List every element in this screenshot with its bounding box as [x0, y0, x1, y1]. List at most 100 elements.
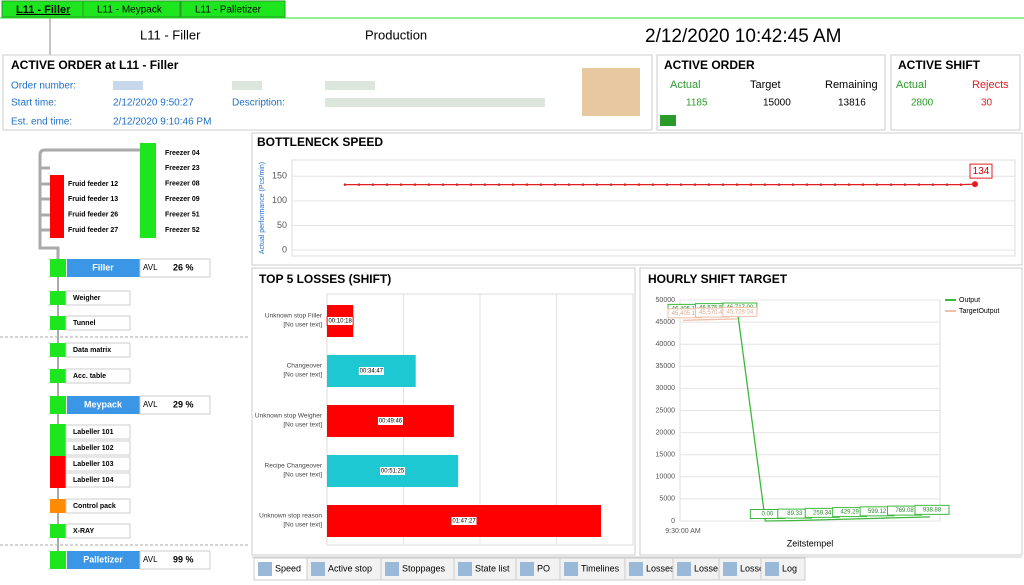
data-label: 45,405.16: [672, 311, 699, 317]
data-label: 938.88: [923, 507, 942, 513]
bottom-tab-label[interactable]: Speed: [275, 563, 301, 573]
unit-label: Data matrix: [73, 347, 111, 354]
unit-box: [67, 396, 140, 414]
bottom-tab-label[interactable]: Losses3: [740, 563, 774, 573]
y-tick-label: 5000: [659, 496, 675, 503]
unit-label: Palletizer: [83, 554, 123, 564]
bottom-tab-label[interactable]: Timelines: [581, 563, 620, 573]
point: [959, 183, 963, 186]
point: [525, 183, 529, 186]
unit-status: [50, 472, 66, 488]
tab-icon[interactable]: [385, 562, 399, 576]
point: [413, 183, 417, 186]
avl-box: [139, 258, 211, 278]
bottom-tab-label[interactable]: Losses: [646, 563, 675, 573]
value: 13816: [838, 98, 866, 109]
point: [763, 183, 767, 186]
freezer-label: Freezer 08: [165, 181, 200, 188]
point: [343, 183, 347, 186]
unit-label: Labeller 101: [73, 429, 114, 436]
active-order-panel: [656, 54, 886, 131]
bottom-tab-label[interactable]: Losses2: [694, 563, 728, 573]
order-panel: [2, 54, 653, 131]
data-label: 00:51:25: [381, 469, 405, 475]
y-tick-label: 40000: [656, 341, 676, 348]
chart-title: HOURLY SHIFT TARGET: [648, 272, 788, 286]
point: [595, 183, 599, 186]
freezer-label: Freezer 04: [165, 150, 200, 157]
unit-status: [50, 291, 66, 305]
bottom-tab-label[interactable]: State list: [475, 563, 510, 573]
value: 30: [981, 98, 993, 109]
feeder-label: Fruid feeder 12: [68, 181, 118, 188]
label: Description:: [232, 98, 285, 109]
label: Est. end time:: [11, 117, 72, 128]
category-label: Unknown stop Weigher: [255, 413, 323, 420]
bottom-tab-label[interactable]: PO: [537, 563, 550, 573]
header-mode: Production: [365, 27, 427, 42]
label: Actual: [670, 79, 701, 91]
tab-icon[interactable]: [458, 562, 472, 576]
tab-label[interactable]: L11 - Filler: [16, 4, 71, 16]
y-tick-label: 45000: [656, 319, 676, 326]
unit-label: Weigher: [73, 295, 101, 302]
data-label: 769.08: [895, 508, 914, 514]
bottom-tab-label[interactable]: Active stop: [328, 563, 372, 573]
point: [749, 183, 753, 186]
label-box: [969, 163, 993, 179]
bottom-tab-label[interactable]: Stoppages: [402, 563, 446, 573]
y-tick-label: 15000: [656, 452, 676, 459]
y-axis-label: Actual performance (Pcs/min): [259, 162, 266, 254]
point: [945, 183, 949, 186]
unit-status: [50, 440, 66, 456]
unit-box: [67, 259, 140, 277]
legend-label: TargetOutput: [959, 308, 1000, 315]
point: [441, 183, 445, 186]
category-note: [No user text]: [283, 522, 322, 529]
freezer-label: Freezer 09: [165, 196, 200, 203]
tab-icon[interactable]: [765, 562, 779, 576]
label-box: [376, 416, 404, 426]
point: [833, 183, 837, 186]
point: [609, 183, 613, 186]
bottom-tab-label[interactable]: Log: [782, 563, 797, 573]
value: 1185: [686, 98, 708, 109]
tab-icon[interactable]: [520, 562, 534, 576]
point: [972, 181, 978, 188]
unit-label: Control pack: [73, 503, 116, 510]
unit-status: [50, 316, 66, 330]
point: [777, 183, 781, 186]
category-note: [No user text]: [283, 372, 322, 379]
category-label: Unknown stop Filler: [265, 313, 323, 320]
tab-icon[interactable]: [723, 562, 737, 576]
point: [707, 183, 711, 186]
point: [931, 183, 935, 186]
tab-icon[interactable]: [677, 562, 691, 576]
tab-icon[interactable]: [564, 562, 578, 576]
unit-box: [65, 472, 131, 488]
tab-icon[interactable]: [258, 562, 272, 576]
title: ACTIVE ORDER: [664, 58, 755, 72]
tab-icon[interactable]: [629, 562, 643, 576]
tab[interactable]: [82, 0, 181, 18]
tab[interactable]: [180, 0, 286, 18]
progress: [660, 115, 676, 126]
category-label: Unknown stop reason: [259, 513, 322, 520]
unit-box: [65, 440, 131, 456]
tab-label[interactable]: L11 - Meypack: [97, 5, 163, 16]
data-label: 599.12: [868, 509, 887, 515]
y-tick-label: 10000: [656, 474, 676, 481]
point: [791, 183, 795, 186]
feeder-label: Fruid feeder 13: [68, 196, 118, 203]
point: [427, 183, 431, 186]
pipes: [38, 148, 156, 268]
data-label: 00:49:46: [379, 419, 403, 425]
unit-label: X-RAY: [73, 528, 94, 535]
product-image: [582, 68, 640, 116]
tab-icon[interactable]: [311, 562, 325, 576]
unit-status: [50, 369, 66, 383]
unit-status: [50, 524, 66, 538]
tab-label[interactable]: L11 - Palletizer: [195, 5, 262, 16]
